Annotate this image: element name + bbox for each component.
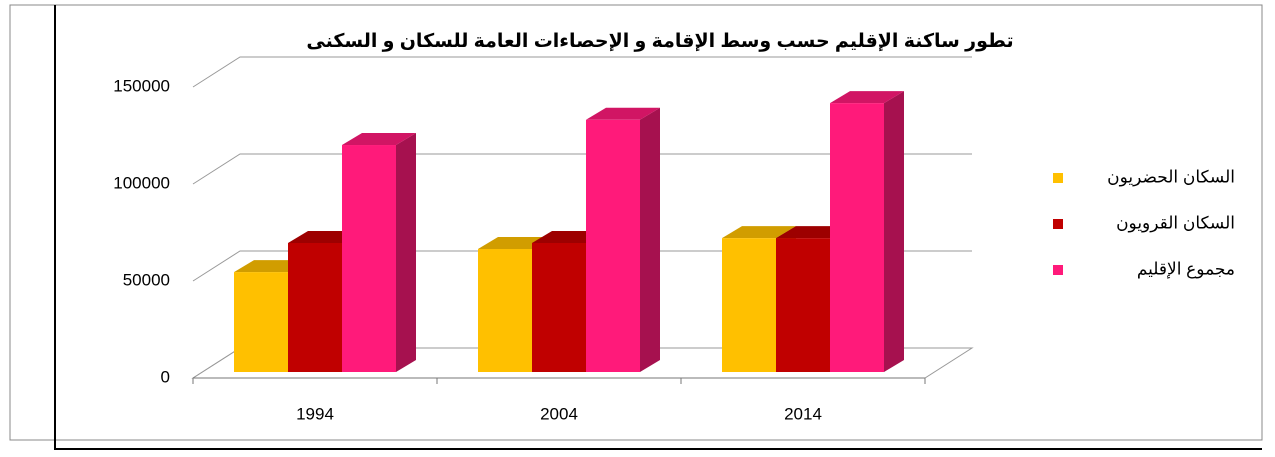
chart-border [9,4,1263,441]
bar-side [396,133,416,372]
y-tick-label: 50000 [123,270,170,289]
x-tick-label: 2004 [540,404,578,423]
legend-label: السكان القرويون [1116,213,1235,232]
bar [234,272,288,372]
bar [722,238,776,372]
legend-swatch [1053,219,1063,229]
bar [532,242,586,372]
bar-side [884,91,904,372]
legend-swatch [1053,173,1063,183]
bar-top [722,226,796,239]
grid-line [192,56,972,88]
bar [288,242,342,372]
y-tick-label: 150000 [113,76,170,95]
legend-label: مجموع الإقليم [1137,259,1235,279]
bar [586,119,640,372]
bar-side [640,107,660,373]
y-tick-label: 0 [161,367,170,386]
y-tick-label: 100000 [113,173,170,192]
bar-top [586,107,660,120]
x-tick-label: 1994 [296,404,334,423]
legend-swatch [1053,265,1063,275]
legend-label: السكان الحضريون [1107,167,1235,186]
bar [478,249,532,372]
grid-line [192,153,972,185]
bar-top [342,133,416,146]
bar [830,103,884,372]
chart-title: تطور ساكنة الإقليم حسب وسط الإقامة و الإ… [306,31,1013,52]
x-tick-label: 2014 [784,404,822,423]
bar [776,238,830,372]
bar [342,145,396,372]
bar-top [830,91,904,104]
